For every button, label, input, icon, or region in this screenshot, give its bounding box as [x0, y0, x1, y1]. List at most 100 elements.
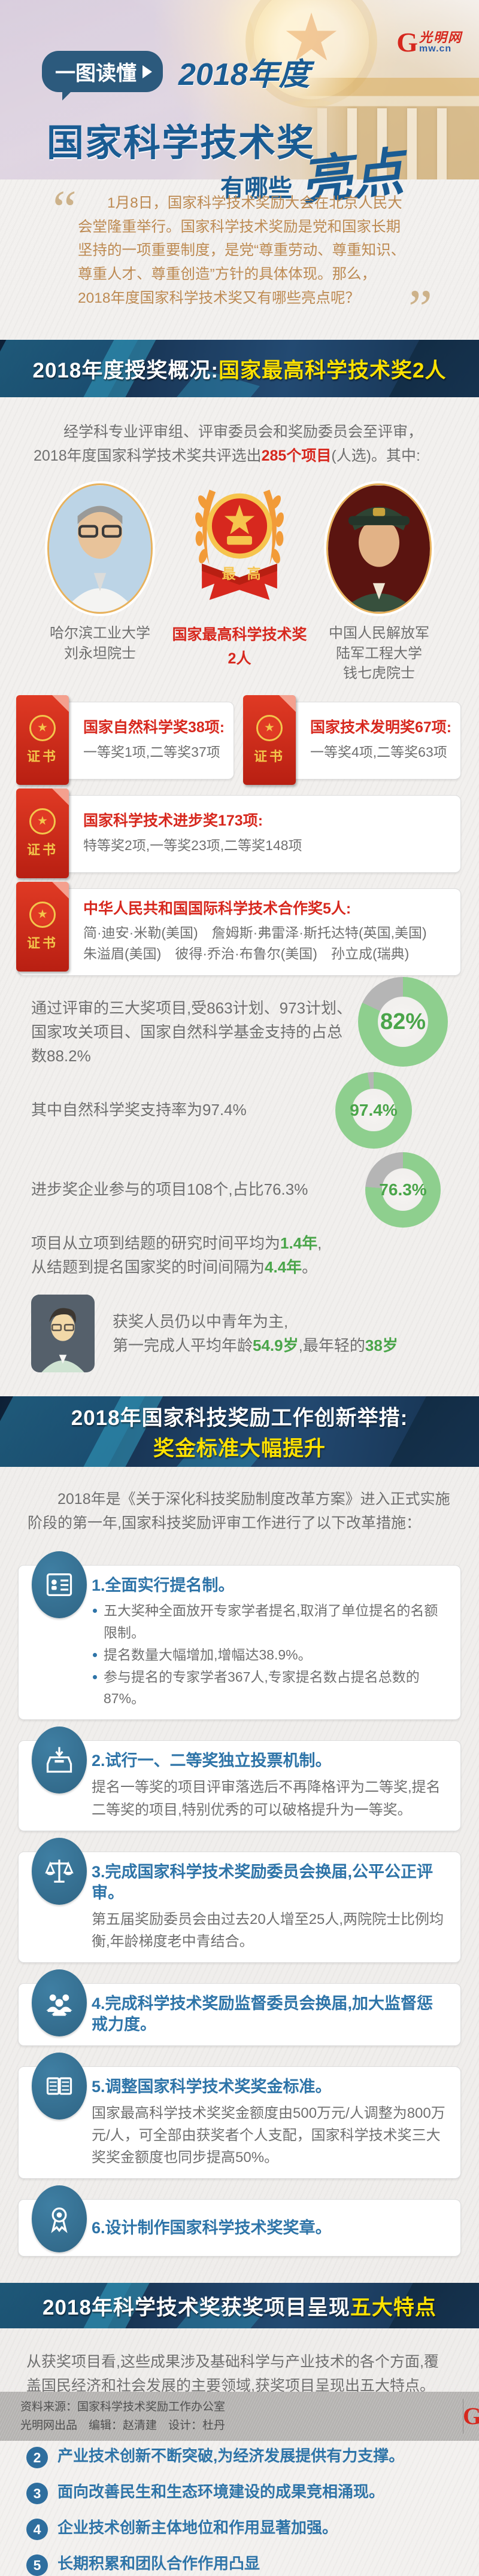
national-emblem-icon	[29, 714, 56, 741]
features-banner-yellow: 五大特点	[350, 2295, 436, 2319]
national-emblem-icon	[29, 901, 56, 928]
measure-card-1: 1.全面实行提名制。 五大奖种全面放开专家学者提名,取消了单位提名的名额限制。 …	[18, 1551, 461, 1721]
donut-chart-97: 97.4%	[335, 1071, 412, 1149]
winner-left-name: 刘永坦院士	[64, 645, 137, 662]
header-year: 2018年度	[178, 57, 310, 92]
measure-body: 国家最高科学技术奖奖金额度由500万元/人调整为800万元/人，可全部由获奖者个…	[92, 2105, 445, 2166]
stat-enterprise-projects: 进步奖企业参与的项目108个,占比76.3%	[31, 1180, 308, 1199]
certificate-icon: 证书	[16, 881, 69, 972]
award-card-tech-invention: 证书 国家技术发明奖67项: 一等奖4项,二等奖63项	[243, 695, 461, 785]
award-title: 国家技术发明奖67项:	[310, 719, 452, 736]
winner-right: 中国人民解放军 陆军工程大学 钱七虎院士	[314, 483, 444, 684]
measure-body: 提名一等奖的项目评审落选后不再降格评为二等奖,提名二等奖的项目,特别优秀的可以破…	[92, 1779, 441, 1818]
certificate-label: 证书	[26, 935, 58, 951]
open-quote-mark: “	[53, 180, 77, 239]
overview-banner-white: 2018年度授奖概况:	[32, 358, 219, 382]
overview-stats: 通过评审的三大奖项目,受863计划、973计划、 国家攻关项目、国家自然科学基金…	[0, 977, 479, 1373]
gmw-logo: G 光明网 mw.cn	[396, 26, 462, 57]
footer: 资料来源：国家科学技术奖励工作办公室 光明网出品 编辑：赵清建 设计：杜丹 G …	[0, 2392, 479, 2441]
feature-text: 企业技术创新主体地位和作用显著加强。	[57, 2519, 338, 2537]
play-triangle-icon	[143, 65, 152, 78]
nomination-id-card-icon	[32, 1551, 87, 1619]
close-quote-mark: ”	[408, 279, 432, 339]
measure-bullet: 五大奖种全面放开专家学者提名,取消了单位提名的名额限制。	[92, 1600, 448, 1644]
stat-natural-science-support: 其中自然科学奖支持率为97.4%	[31, 1101, 247, 1119]
measure-card-3: 3.完成国家科学技术奖励委员会换届,公平公正评审。 第五届奖励委员会由过去20人…	[18, 1837, 461, 1963]
great-hall-background	[299, 78, 479, 179]
researcher-avatar-graphic	[31, 1295, 95, 1373]
measure-title: 5.调整国家科学技术奖奖金标准。	[92, 2077, 332, 2096]
award-card-intl-cooperation: 证书 中华人民共和国国际科学技术合作奖5人: 简·迪安·米勒(美国) 詹姆斯·弗…	[16, 881, 461, 976]
measure-bullet: 参与提名的专家学者367人,专家提名数占提名总数的87%。	[92, 1666, 448, 1710]
certificate-icon: 证书	[16, 788, 69, 878]
committee-people-icon	[32, 1969, 87, 2037]
measures-banner-yellow: 奖金标准大幅提升	[153, 1437, 326, 1461]
measure-card-5: 5.调整国家科学技术奖奖金标准。 国家最高科学技术奖奖金额度由500万元/人调整…	[18, 2052, 461, 2179]
measure-title: 3.完成国家科学技术奖励委员会换届,公平公正评审。	[92, 1862, 433, 1902]
measure-title: 1.全面实行提名制。	[92, 1576, 235, 1595]
measures-banner-white: 2018年国家科技奖励工作创新举措:	[71, 1406, 408, 1430]
banknotes-icon	[32, 2052, 87, 2120]
section-banner-overview: 2018年度授奖概况:国家最高科学技术奖2人	[0, 340, 479, 397]
certificate-label: 证书	[26, 748, 58, 764]
hall-column	[377, 108, 387, 179]
ballot-box-icon	[32, 1727, 87, 1794]
medal-graphic: 最 高	[195, 489, 284, 600]
award-cards: 证书 国家自然科学奖38项: 一等奖1项,二等奖37项 证书 国家技术发明奖67…	[0, 684, 479, 976]
award-winner-names-line2: 朱溢眉(美国) 彼得·乔治·布鲁尔(美国) 孙立成(瑞典)	[83, 946, 410, 962]
winner-right-photo	[326, 483, 432, 614]
stat-age-text: 获奖人员仍以中青年为主, 第一完成人平均年龄54.9岁,最年轻的38岁	[113, 1312, 398, 1355]
winner-left: 哈尔滨工业大学 刘永坦院士	[35, 483, 165, 684]
researcher-avatar-icon	[31, 1295, 95, 1373]
intro-quote: “ 1月8日，国家科学技术奖励大会在北京人民大会堂隆重举行。国家科学技术奖励是党…	[0, 179, 479, 340]
award-title: 国家科学技术进步奖173项:	[83, 812, 263, 830]
measures-intro: 2018年是《关于深化科技奖励制度改革方案》进入正式实施阶段的第一年,国家科技奖…	[28, 1491, 450, 1532]
quote-text: 1月8日，国家科学技术奖励大会在北京人民大会堂隆重举行。国家科学技术奖励是党和国…	[78, 195, 406, 306]
feature-number-badge: 3	[26, 2483, 48, 2505]
award-detail: 特等奖2项,一等奖23项,二等奖148项	[83, 837, 302, 853]
medal-ribbon-right-char: 高	[247, 566, 261, 581]
medal-ribbon-left-char: 最	[222, 566, 237, 581]
overview-intro-post: (人选)。其中:	[331, 447, 420, 464]
national-emblem-icon	[256, 714, 283, 741]
feature-text: 面向改善民生和生态环境建设的成果竞相涌现。	[57, 2483, 385, 2501]
award-title: 中华人民共和国国际科学技术合作奖5人:	[83, 900, 351, 917]
gmw-logo-footer: G 光明网 mw.cn	[463, 2401, 479, 2432]
hall-column	[317, 108, 327, 179]
top-award-title: 国家最高科学技术奖	[172, 626, 307, 643]
measure-title: 4.完成科学技术奖励监督委员会换届,加大监督惩戒力度。	[92, 1995, 433, 2034]
donut-chart-82: 82%	[358, 977, 448, 1067]
medal-rosette-icon	[32, 2185, 87, 2253]
overview-intro-highlight: 285个项目	[261, 447, 332, 464]
top-award-medal: 最 高 国家最高科学技术奖 2人	[165, 483, 314, 684]
award-detail: 一等奖4项,二等奖63项	[310, 744, 447, 760]
winner-left-org: 哈尔滨工业大学	[50, 625, 151, 641]
top-award-winners: 哈尔滨工业大学 刘永坦院士 最 高	[0, 468, 479, 684]
winner-right-org1: 中国人民解放军	[328, 625, 429, 641]
feature-item-3: 3 面向改善民生和生态环境建设的成果竞相涌现。	[26, 2481, 453, 2505]
measure-title: 2.试行一、二等奖独立投票机制。	[92, 1752, 332, 1770]
feature-item-5: 5 长期积累和团队合作作用凸显	[26, 2553, 453, 2576]
section-banner-features: 2018年科学技术奖获奖项目呈现五大特点	[0, 2283, 479, 2329]
measures-list: 1.全面实行提名制。 五大奖种全面放开专家学者提名,取消了单位提名的名额限制。 …	[0, 1539, 479, 2257]
winner-right-portrait	[328, 485, 430, 612]
badge-label: 一图读懂	[55, 62, 137, 85]
feature-item-4: 4 企业技术创新主体地位和作用显著加强。	[26, 2517, 453, 2541]
feature-item-2: 2 产业技术创新不断突破,为经济发展提供有力支撑。	[26, 2446, 453, 2469]
winner-left-photo	[47, 483, 153, 614]
award-detail: 一等奖1项,二等奖37项	[83, 744, 220, 760]
overview-intro: 经学科专业评审组、评审委员会和奖励委员会至评审，2018年度国家科学技术奖共评选…	[0, 397, 479, 468]
certificate-label: 证书	[26, 842, 58, 857]
award-card-progress: 证书 国家科学技术进步奖173项: 特等奖2项,一等奖23项,二等奖148项	[16, 788, 461, 878]
header: G 光明网 mw.cn 一图读懂 2018年度 国家科学技术奖 有哪些 亮点	[0, 0, 479, 211]
feature-text: 产业技术创新不断突破,为经济发展提供有力支撑。	[57, 2447, 405, 2465]
gmw-logo-g: G	[396, 26, 418, 57]
gmw-logo-calligraphy: 光明网	[419, 30, 462, 45]
award-card-natural-science: 证书 国家自然科学奖38项: 一等奖1项,二等奖37项	[16, 695, 234, 785]
stat-funding-support: 通过评审的三大奖项目,受863计划、973计划、 国家攻关项目、国家自然科学基金…	[31, 998, 352, 1065]
read-in-one-image-badge: 一图读懂	[42, 51, 163, 101]
hall-column	[407, 108, 417, 179]
overview-intro-pre: 经学科专业评审组、评审委员会和奖励委员会至评审，2018年度国家科学技术奖共评选…	[34, 424, 423, 464]
hall-column	[437, 108, 447, 179]
certificate-icon: 证书	[243, 695, 296, 785]
